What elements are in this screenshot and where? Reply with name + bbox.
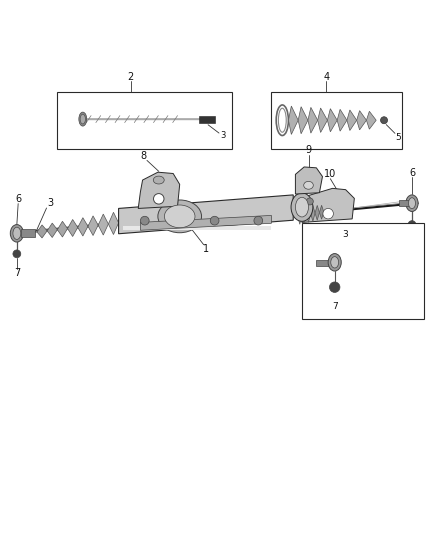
Polygon shape: [141, 215, 272, 230]
Circle shape: [329, 282, 340, 293]
Ellipse shape: [409, 198, 416, 208]
Circle shape: [13, 250, 21, 258]
Polygon shape: [78, 217, 88, 236]
Bar: [399, 200, 412, 206]
Text: 3: 3: [220, 131, 225, 140]
Polygon shape: [88, 216, 98, 236]
Circle shape: [141, 216, 149, 225]
Polygon shape: [298, 107, 308, 134]
Polygon shape: [357, 111, 367, 130]
Polygon shape: [306, 206, 311, 222]
Polygon shape: [98, 214, 108, 235]
Polygon shape: [347, 110, 357, 131]
Polygon shape: [138, 172, 180, 208]
Ellipse shape: [80, 114, 85, 124]
Polygon shape: [108, 212, 119, 235]
Ellipse shape: [164, 205, 195, 228]
Text: 6: 6: [409, 168, 415, 177]
Polygon shape: [37, 225, 47, 238]
Polygon shape: [67, 220, 78, 237]
Text: 5: 5: [396, 133, 401, 142]
Bar: [302, 223, 424, 319]
Ellipse shape: [406, 195, 418, 212]
Circle shape: [254, 216, 263, 225]
Ellipse shape: [295, 197, 308, 217]
Text: 9: 9: [305, 146, 311, 155]
Ellipse shape: [13, 227, 21, 239]
Circle shape: [210, 216, 219, 225]
Text: 3: 3: [47, 198, 53, 208]
Circle shape: [153, 193, 164, 204]
Polygon shape: [315, 205, 319, 220]
Polygon shape: [328, 109, 337, 132]
Polygon shape: [119, 195, 293, 234]
Circle shape: [408, 221, 416, 229]
Polygon shape: [319, 205, 324, 219]
Circle shape: [306, 198, 313, 205]
Polygon shape: [47, 223, 57, 238]
Ellipse shape: [11, 224, 23, 242]
Ellipse shape: [328, 254, 341, 271]
Ellipse shape: [153, 176, 164, 184]
Text: 10: 10: [324, 169, 336, 180]
Ellipse shape: [291, 193, 313, 221]
Bar: [272, 92, 403, 149]
Text: 6: 6: [15, 194, 21, 204]
Polygon shape: [57, 221, 67, 237]
Text: 2: 2: [128, 72, 134, 83]
Ellipse shape: [331, 256, 339, 268]
Bar: [57, 92, 232, 149]
Polygon shape: [337, 109, 347, 131]
Text: 1: 1: [203, 244, 209, 254]
Polygon shape: [302, 206, 306, 223]
Text: 3: 3: [342, 230, 348, 239]
Circle shape: [381, 117, 388, 124]
Bar: [123, 226, 272, 230]
Polygon shape: [295, 167, 322, 194]
Text: 7: 7: [332, 302, 338, 311]
Polygon shape: [311, 206, 315, 221]
Polygon shape: [302, 188, 354, 222]
Text: 4: 4: [323, 72, 329, 83]
Circle shape: [323, 208, 333, 219]
Polygon shape: [288, 106, 298, 134]
Polygon shape: [308, 107, 318, 133]
Bar: [21, 229, 35, 237]
Ellipse shape: [79, 112, 87, 126]
Polygon shape: [367, 111, 376, 129]
Ellipse shape: [158, 200, 201, 233]
Text: 7: 7: [14, 269, 20, 278]
Bar: [199, 116, 215, 123]
Bar: [316, 260, 332, 266]
Text: 8: 8: [141, 151, 147, 161]
Polygon shape: [297, 206, 302, 224]
Ellipse shape: [304, 181, 313, 189]
Polygon shape: [318, 108, 328, 133]
